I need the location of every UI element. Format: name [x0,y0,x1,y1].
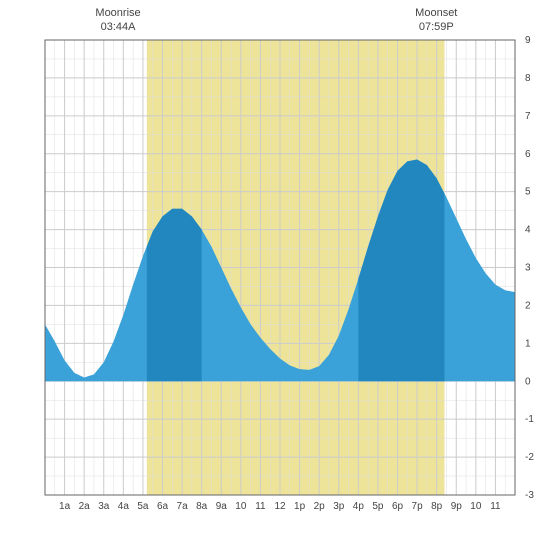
x-tick-label: 1p [294,501,306,512]
x-tick-label: 11 [255,501,266,512]
y-tick-label: -2 [525,452,534,463]
x-tick-label: 4p [353,501,365,512]
y-tick-label: 8 [525,73,531,84]
x-tick-label: 1a [59,501,71,512]
y-tick-label: 3 [525,263,531,274]
x-tick-label: 6p [392,501,404,512]
x-tick-label: 9a [216,501,228,512]
x-tick-label: 5p [372,501,384,512]
tide-chart: 1a2a3a4a5a6a7a8a9a1011121p2p3p4p5p6p7p8p… [0,0,550,550]
chart-svg: 1a2a3a4a5a6a7a8a9a1011121p2p3p4p5p6p7p8p… [0,0,550,550]
x-tick-label: 9p [451,501,463,512]
y-tick-label: 1 [525,338,531,349]
y-tick-label: -3 [525,490,534,501]
x-tick-label: 10 [470,501,482,512]
x-tick-label: 11 [490,501,501,512]
x-tick-label: 2a [79,501,91,512]
x-tick-label: 10 [235,501,247,512]
moonrise-time: 03:44A [101,21,137,33]
y-tick-label: 7 [525,111,531,122]
x-tick-label: 5a [137,501,149,512]
x-tick-label: 2p [314,501,326,512]
moonset-title: Moonset [415,7,457,19]
x-tick-label: 4a [118,501,130,512]
y-tick-label: 9 [525,35,531,46]
moonset-time: 07:59P [419,21,454,33]
x-tick-label: 12 [274,501,286,512]
x-axis-labels: 1a 2a 3a 4a 5a 6a 7a 8a 9a 10 11 12 1p 2p 3p 4p 5p 6p 7p 8p… [59,501,501,512]
x-tick-label: 7a [177,501,189,512]
tide-area-dark-0 [147,209,202,382]
x-tick-label: 6a [157,501,169,512]
y-tick-label: 6 [525,149,531,160]
x-tick-label: 3a [98,501,110,512]
y-tick-label: 4 [525,225,531,236]
x-tick-label: 7p [412,501,424,512]
x-tick-label: 8a [196,501,208,512]
x-tick-label: 3p [333,501,345,512]
y-tick-label: -1 [525,414,534,425]
x-tick-label: 8p [431,501,443,512]
moonrise-title: Moonrise [95,7,140,19]
y-tick-label: 2 [525,300,531,311]
y-tick-label: 5 [525,187,531,198]
y-tick-label: 0 [525,376,531,387]
